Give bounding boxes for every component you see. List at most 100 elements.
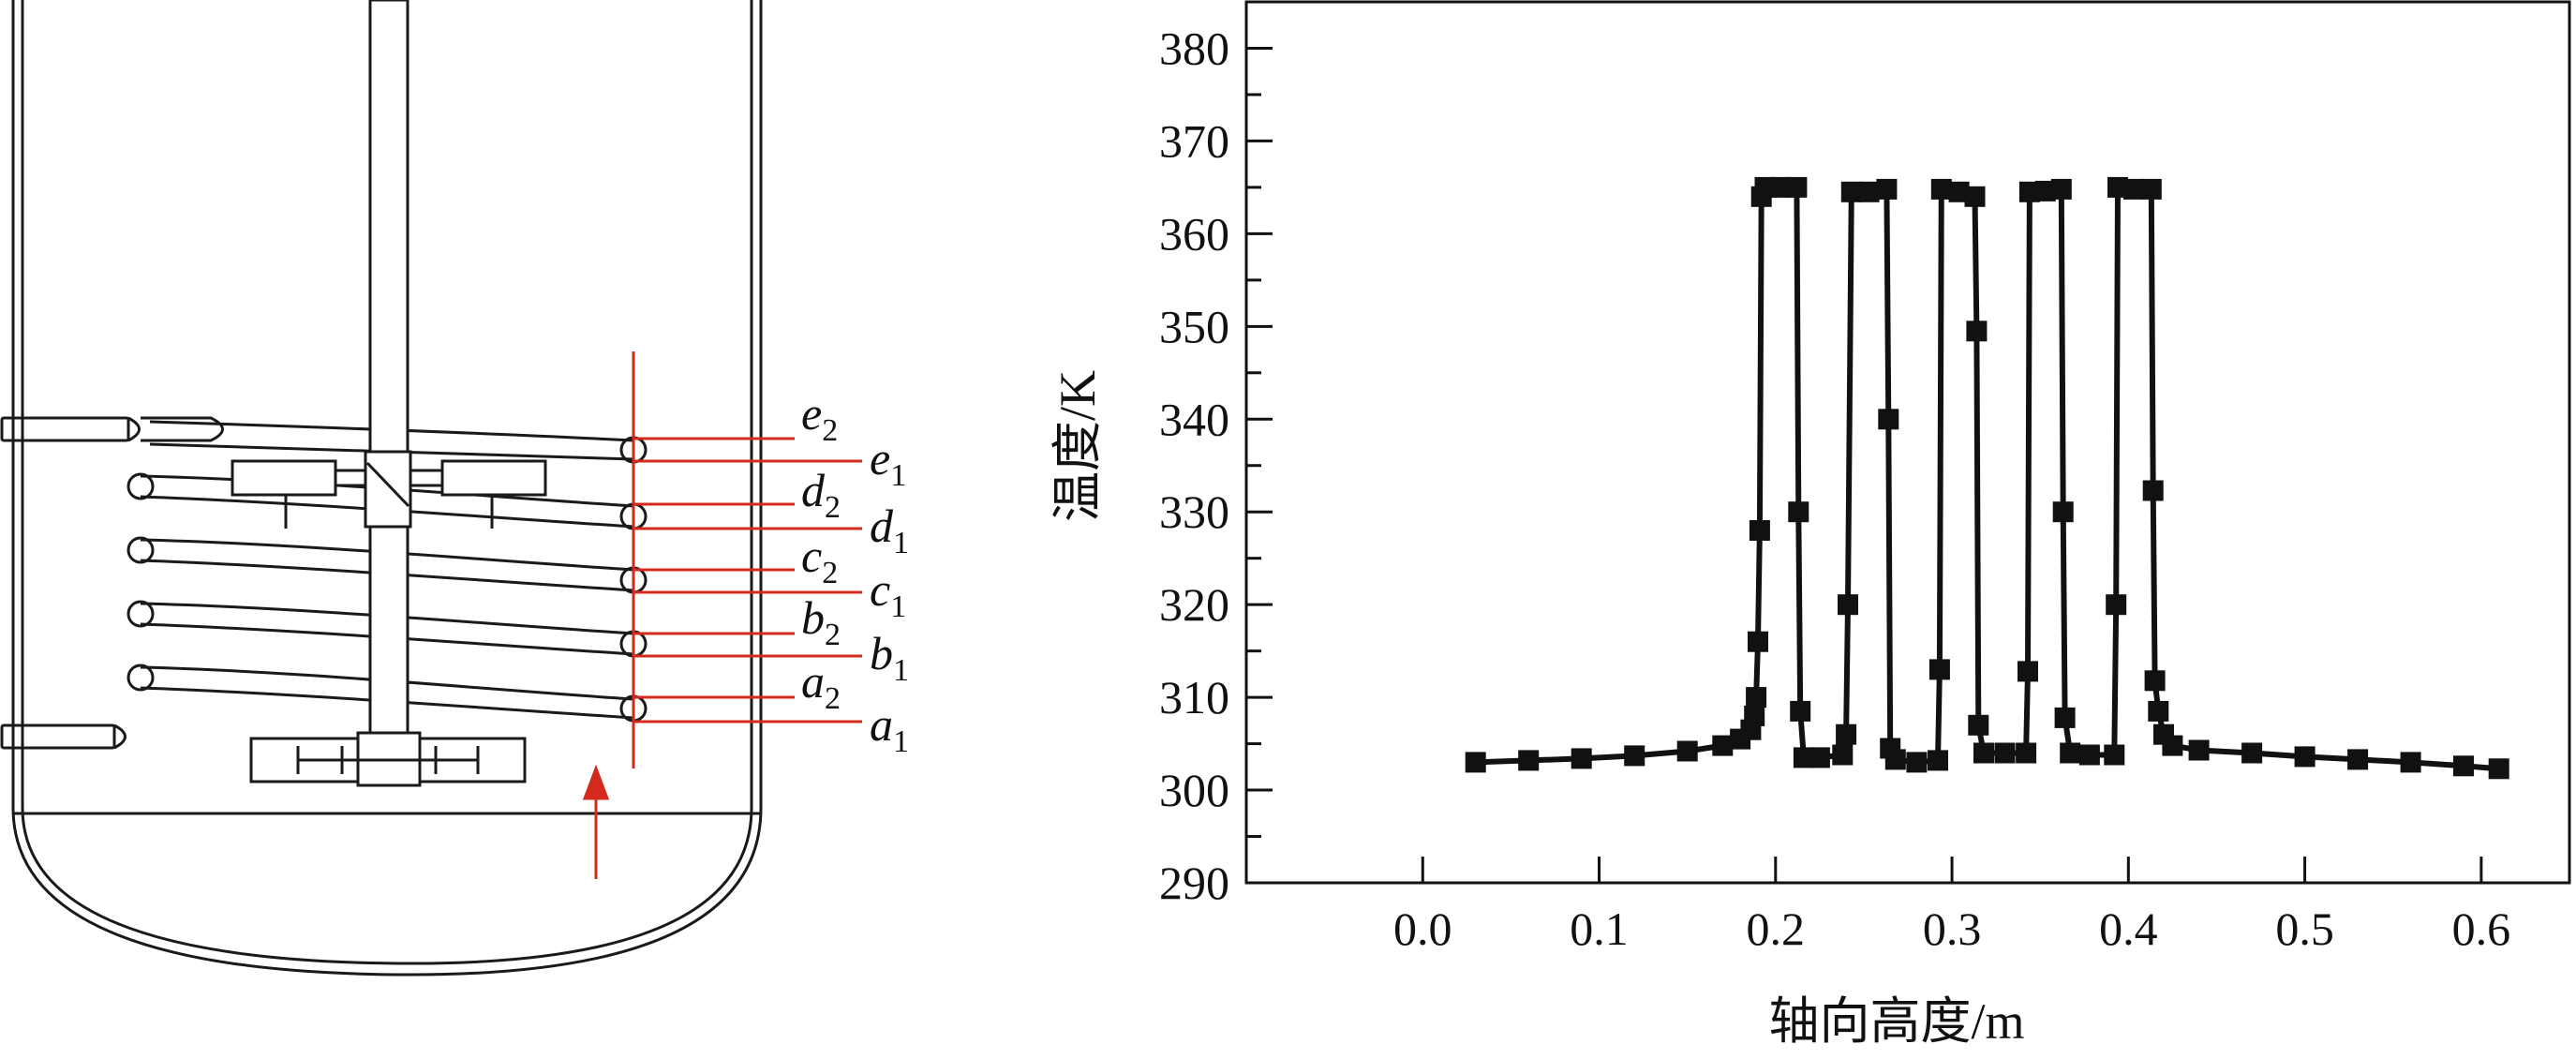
y-tick-label: 370 <box>1159 114 1229 167</box>
data-point-37 <box>1973 742 1994 764</box>
data-point-51 <box>2123 178 2144 200</box>
data-point-4 <box>1676 740 1698 762</box>
measurement-probe <box>582 351 862 879</box>
label-a1: a1 <box>870 698 909 759</box>
x-tick-label: 0.3 <box>1923 902 1982 955</box>
data-point-9 <box>1746 687 1767 708</box>
data-point-34 <box>1964 186 1986 207</box>
label-d1: d1 <box>870 500 909 560</box>
data-point-54 <box>2144 670 2166 692</box>
y-axis-title: 温度/K <box>1050 370 1106 522</box>
data-point-55 <box>2148 700 2169 722</box>
data-point-33 <box>1948 181 1970 202</box>
data-point-63 <box>2453 755 2474 777</box>
coil-inlet-bend <box>127 416 141 442</box>
data-point-3 <box>1624 745 1645 767</box>
x-tick-label: 0.6 <box>2452 902 2511 955</box>
x-axis-title: 轴向高度/m <box>1768 993 2024 1050</box>
data-point-48 <box>2104 744 2125 766</box>
data-point-61 <box>2347 749 2369 770</box>
data-point-36 <box>1968 714 1989 736</box>
label-b1: b1 <box>870 627 909 688</box>
y-tick-label: 360 <box>1159 207 1229 260</box>
data-point-32 <box>1930 178 1952 200</box>
y-tick-label: 330 <box>1159 485 1229 538</box>
data-point-23 <box>1840 181 1862 202</box>
y-tick-label: 310 <box>1159 671 1229 723</box>
data-point-25 <box>1876 178 1898 200</box>
label-d2: d2 <box>801 464 841 525</box>
data-point-43 <box>2050 178 2072 200</box>
data-point-45 <box>2054 707 2076 728</box>
data-point-31 <box>1928 659 1950 680</box>
data-point-0 <box>1465 752 1486 773</box>
data-point-13 <box>1754 176 1776 198</box>
coil-end-left-4 <box>127 664 155 692</box>
data-point-14 <box>1770 176 1792 198</box>
flow-arrow-head <box>582 764 610 800</box>
data-point-53 <box>2142 480 2164 501</box>
data-point-42 <box>2034 180 2056 201</box>
label-a2: a2 <box>801 655 841 716</box>
data-point-20 <box>1832 744 1854 766</box>
y-tick-label: 380 <box>1159 22 1229 74</box>
data-point-46 <box>2060 742 2081 764</box>
coil-end-left-2 <box>127 536 155 564</box>
upper-impeller-blade <box>365 461 410 508</box>
data-point-52 <box>2140 178 2162 200</box>
label-c2: c2 <box>801 530 838 590</box>
y-tick-label: 320 <box>1159 578 1229 631</box>
data-point-44 <box>2052 501 2074 523</box>
label-e1: e1 <box>870 432 906 493</box>
x-tick-label: 0.2 <box>1747 902 1806 955</box>
probe-labels: e2 e1 d2 d1 c2 c1 b2 b1 a2 a1 <box>801 387 909 759</box>
reactor-schematic: e2 e1 d2 d1 c2 c1 b2 b1 a2 a1 <box>0 0 909 977</box>
series-markers <box>1465 176 2509 780</box>
x-axis: 0.0 0.1 0.2 0.3 0.4 0.5 0.6 <box>1393 857 2510 955</box>
data-point-18 <box>1793 747 1814 768</box>
vessel <box>11 0 763 977</box>
data-point-38 <box>1994 742 2016 764</box>
data-point-19 <box>1809 747 1830 768</box>
upper-impeller-hub <box>364 450 412 529</box>
coil-top-turn <box>141 416 224 442</box>
y-tick-label: 350 <box>1159 300 1229 352</box>
upper-impeller-left-arm <box>334 469 367 487</box>
data-point-28 <box>1884 749 1906 770</box>
label-b2: b2 <box>801 591 841 652</box>
data-point-17 <box>1790 700 1811 722</box>
coil-outlet-bend <box>113 723 127 750</box>
data-point-22 <box>1838 594 1858 616</box>
upper-impeller-right-arm <box>409 469 444 487</box>
data-point-35 <box>1966 321 1988 342</box>
data-point-30 <box>1928 750 1948 771</box>
data-point-2 <box>1571 748 1592 769</box>
data-point-10 <box>1748 631 1768 652</box>
y-tick-label: 340 <box>1159 393 1229 445</box>
vessel-wall-outer <box>11 0 763 977</box>
data-point-26 <box>1878 409 1899 430</box>
plot-frame <box>1244 0 2571 885</box>
label-c1: c1 <box>870 563 906 624</box>
data-point-49 <box>2106 594 2127 616</box>
data-point-15 <box>1786 176 1808 198</box>
series-line <box>1475 184 2499 772</box>
coil-outlet-pipe <box>0 723 116 750</box>
vessel-wall-inner <box>21 0 753 965</box>
y-tick-label: 300 <box>1159 764 1229 816</box>
data-point-57 <box>2162 735 2183 756</box>
data-point-62 <box>2400 752 2421 773</box>
coil-end-left-1 <box>127 472 155 500</box>
agitator-shaft <box>368 0 409 742</box>
y-axis: 290 300 310 320 330 340 350 360 370 380 <box>1159 22 1273 909</box>
x-tick-label: 0.0 <box>1393 902 1452 955</box>
data-point-60 <box>2294 746 2315 768</box>
data-point-58 <box>2188 739 2210 761</box>
y-tick-label: 290 <box>1159 857 1229 909</box>
data-point-21 <box>1836 723 1857 745</box>
data-point-5 <box>1712 735 1734 756</box>
coil-inlet-pipe <box>0 416 130 442</box>
data-point-41 <box>2018 181 2040 202</box>
data-point-11 <box>1749 520 1770 541</box>
